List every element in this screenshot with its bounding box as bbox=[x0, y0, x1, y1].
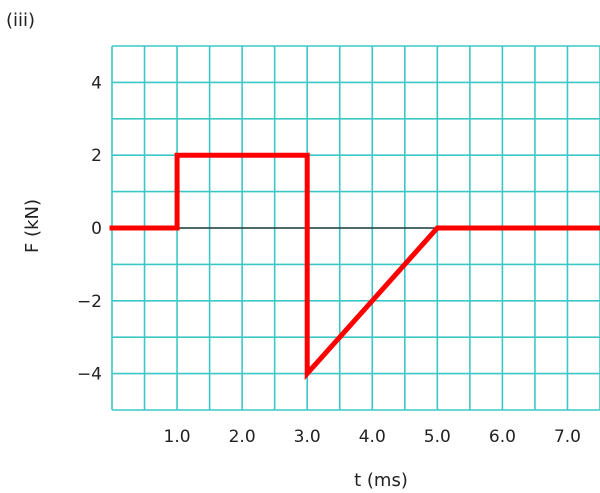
x-tick-label: 3.0 bbox=[294, 427, 321, 447]
force-series-line bbox=[109, 152, 600, 381]
y-tick-label: −4 bbox=[77, 365, 102, 385]
tick-labels: 1.0 2.0 3.0 4.0 5.0 6.0 7.0 4 2 0 −2 −4 bbox=[77, 73, 581, 447]
x-tick-label: 4.0 bbox=[359, 427, 386, 447]
y-tick-label: 4 bbox=[91, 73, 102, 93]
x-tick-label: 1.0 bbox=[164, 427, 191, 447]
x-tick-label: 2.0 bbox=[229, 427, 256, 447]
y-tick-label: 0 bbox=[91, 219, 102, 239]
y-tick-label: 2 bbox=[91, 146, 102, 166]
x-tick-label: 7.0 bbox=[554, 427, 581, 447]
panel-label: (iii) bbox=[6, 10, 35, 31]
x-axis-label: t (ms) bbox=[354, 470, 408, 491]
x-tick-label: 6.0 bbox=[489, 427, 516, 447]
y-axis-label: F (kN) bbox=[22, 199, 43, 253]
y-tick-label: −2 bbox=[77, 292, 102, 312]
x-tick-label: 5.0 bbox=[424, 427, 451, 447]
